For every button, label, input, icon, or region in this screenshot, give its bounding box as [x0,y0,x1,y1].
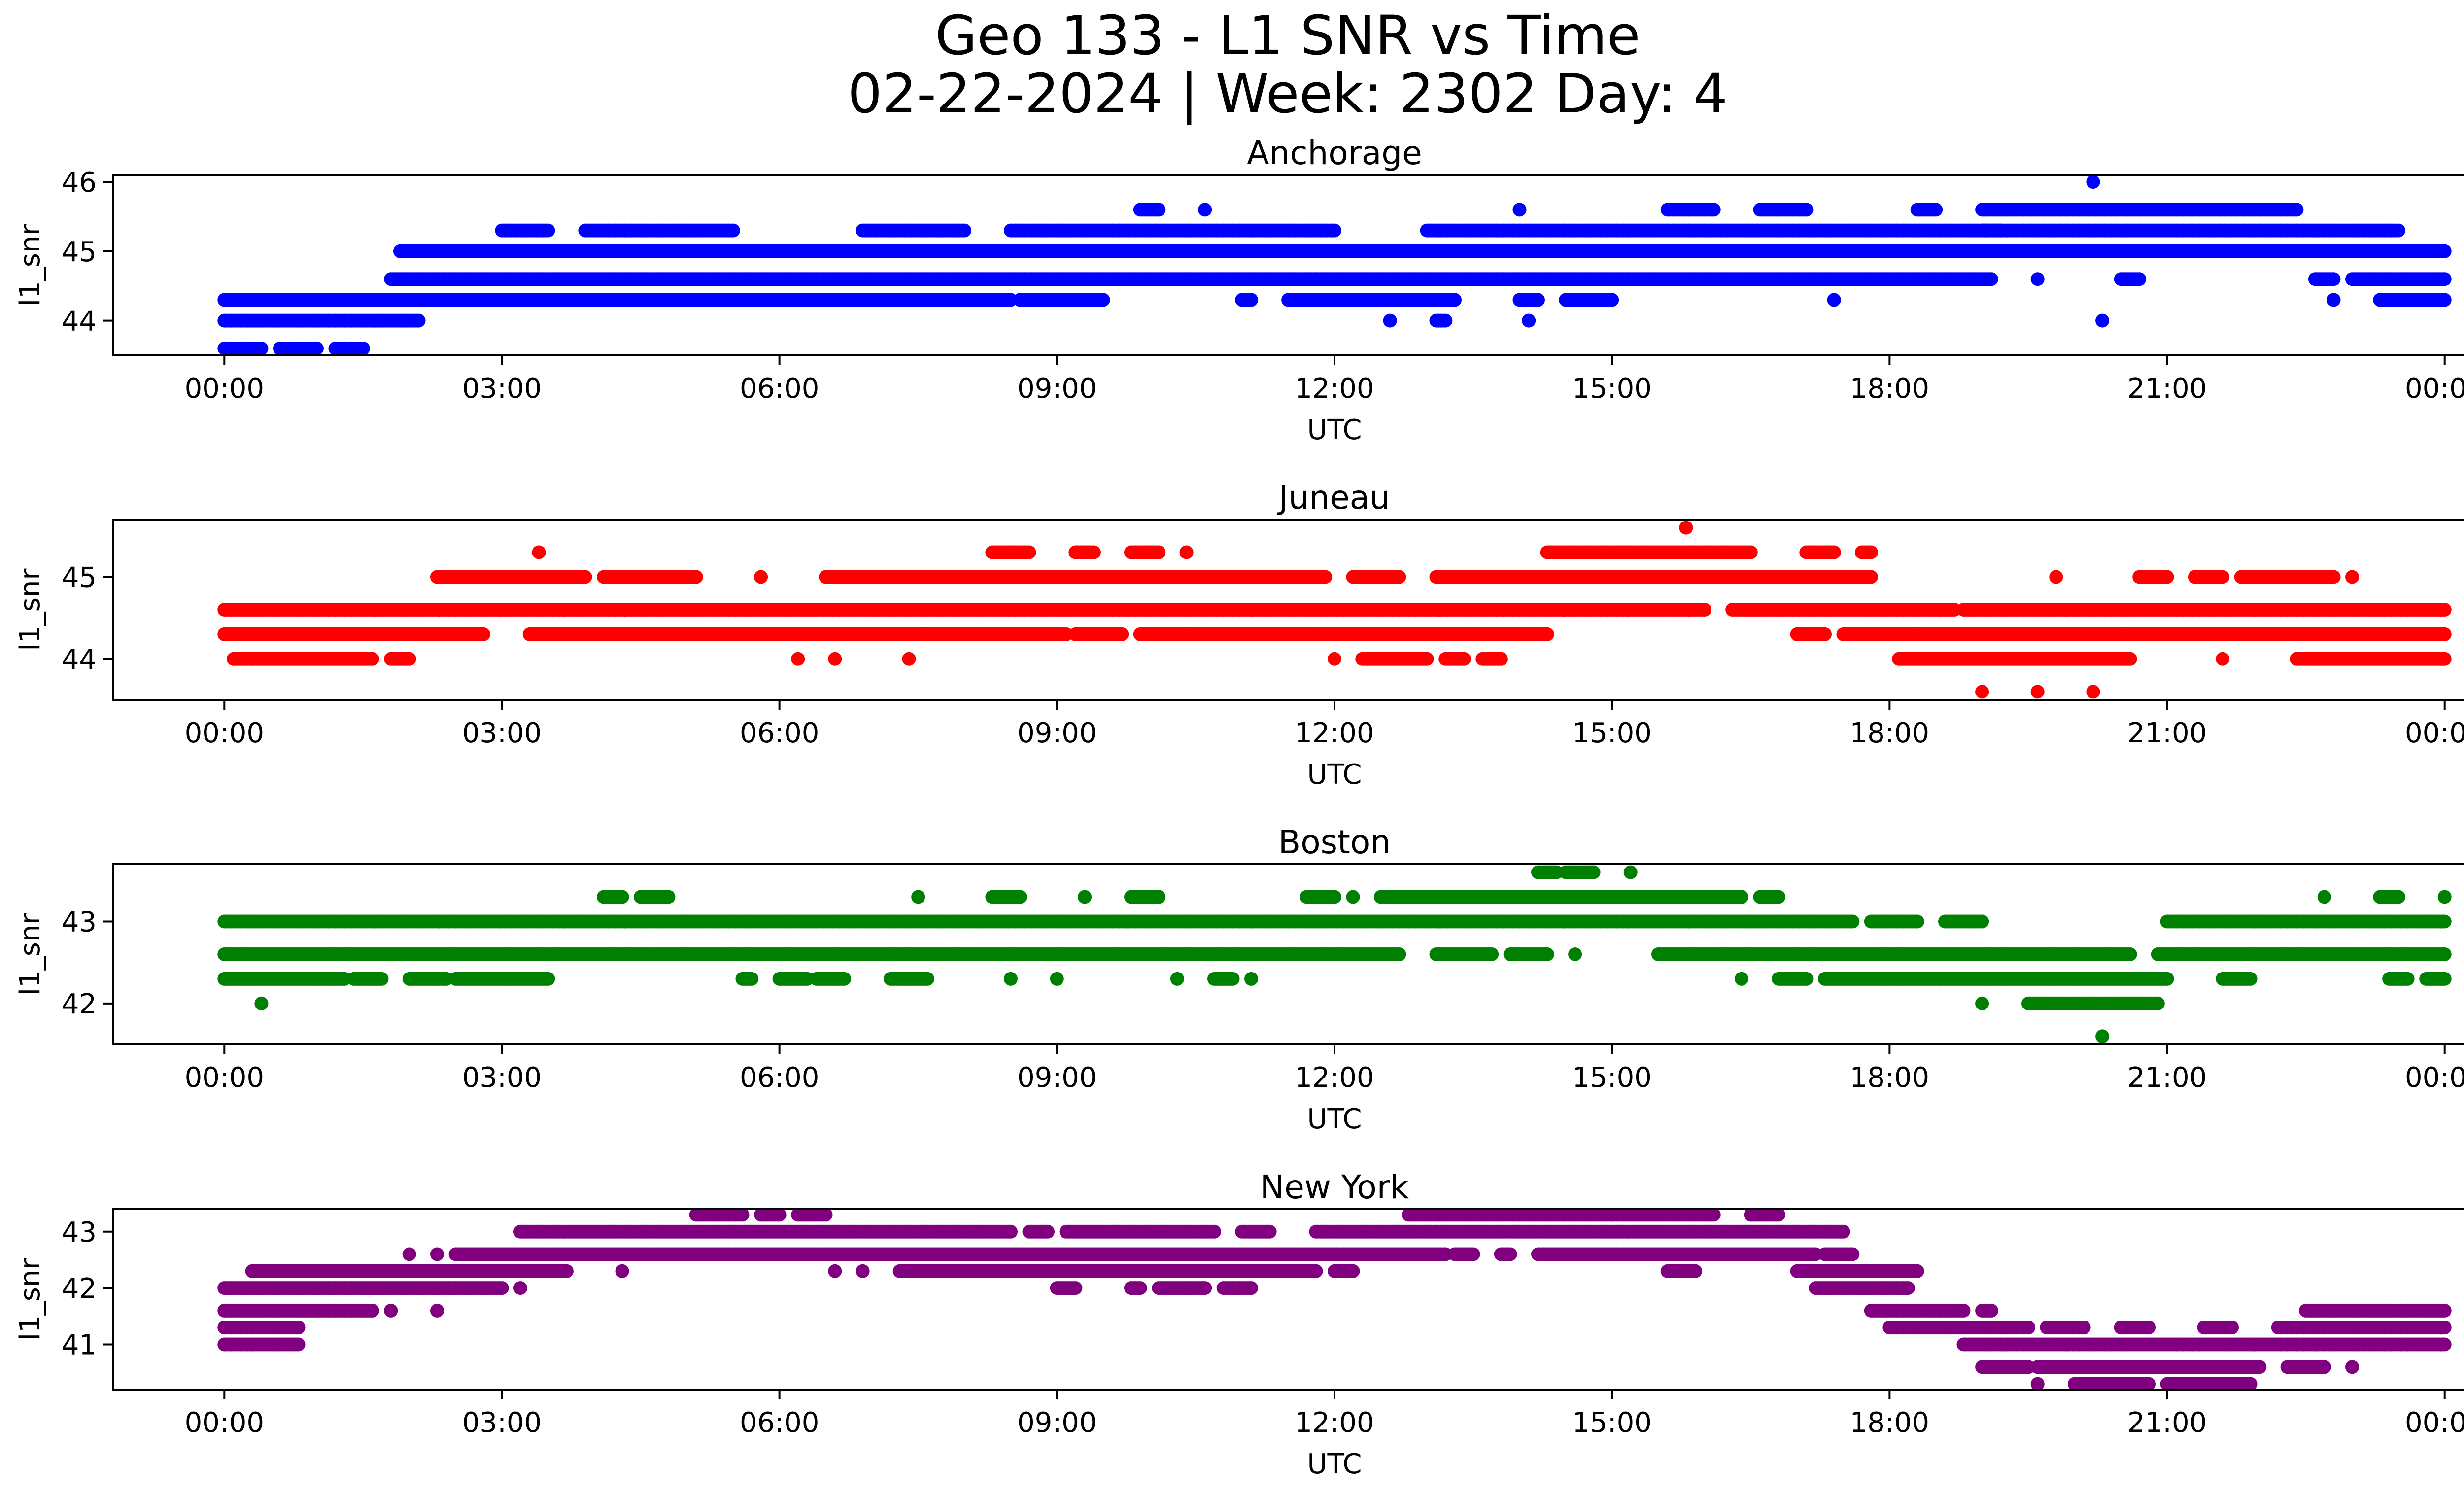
data-point [541,223,555,238]
data-point [476,627,490,641]
data-point [2327,293,2341,307]
data-point [1531,293,1545,307]
data-point [726,223,740,238]
x-tick-label: 03:00 [462,373,542,405]
data-point [1605,293,1619,307]
figure-title-line2: 02-22-2024 | Week: 2302 Day: 4 [848,62,1728,126]
data-point [1096,293,1110,307]
data-point [1115,627,1129,641]
data-point [2086,175,2100,189]
data-point [1540,627,1554,641]
data-point [1420,652,1434,666]
data-point [1799,203,1814,217]
subplot-title: Anchorage [1247,134,1422,172]
data-point [2437,244,2452,258]
data-point [365,652,379,666]
x-tick-label: 00:00 [2405,373,2464,405]
data-point [1198,203,1212,217]
x-axis-label: UTC [1307,414,1362,446]
data-point [902,652,916,666]
x-tick-label: 00:00 [185,373,264,405]
data-point [402,652,416,666]
data-point [1448,293,1462,307]
x-tick-label: 15:00 [1572,373,1651,405]
data-point [1707,203,1721,217]
data-point [1383,313,1397,328]
x-tick-label: 12:00 [1295,373,1374,405]
x-tick-label: 06:00 [740,373,819,405]
data-point [2437,627,2452,641]
subplot-title: Juneau [1277,479,1390,517]
data-point [2030,685,2045,699]
data-point [1697,603,1711,617]
data-point [2437,652,2452,666]
y-tick-label: 46 [62,167,97,199]
subplot-panels: Anchorage l1_snr UTC 00:00 03:00 06:00 09:00 12… [14,134,2464,1480]
data-point [2437,293,2452,307]
x-axis-label: UTC [1307,759,1362,791]
data-point [411,313,426,328]
data-point [1975,685,1989,699]
data-point [1827,293,1841,307]
data-point [1244,293,1258,307]
figure-title-line1: Geo 133 - L1 SNR vs Time [935,4,1640,67]
data-point [2123,652,2137,666]
data-point [2086,685,2100,699]
data-point [1457,652,1471,666]
data-point [1512,203,1527,217]
data-point [2290,203,2304,217]
data-point [1494,652,1508,666]
data-point [1929,203,1943,217]
y-axis-label: l1_snr [14,224,46,307]
data-point [1328,223,1341,238]
data-point [1984,272,1998,286]
data-series [217,521,2452,699]
data-point [254,341,269,355]
data-point [2391,223,2405,238]
data-point [1152,203,1166,217]
data-point [1328,652,1341,666]
data-point [828,652,842,666]
data-point [2437,272,2452,286]
data-point [791,652,805,666]
data-point [356,341,370,355]
data-point [310,341,324,355]
y-tick-label: 44 [62,306,97,338]
y-tick-label: 45 [62,236,97,268]
x-tick-label: 09:00 [1017,373,1096,405]
data-point [2216,652,2230,666]
data-point [1438,313,1453,328]
data-point [2132,272,2147,286]
y-axis-label: l1_snr [14,568,46,651]
data-point [2327,272,2341,286]
subplot-anchorage: Anchorage l1_snr UTC 00:00 03:00 06:00 09:00 12… [14,134,2464,446]
data-point [2030,272,2045,286]
data-series [217,175,2452,355]
data-point [1818,627,1832,641]
data-point [2095,313,2110,328]
data-point [1522,313,1536,328]
x-tick-label: 18:00 [1850,373,1929,405]
x-tick-label: 21:00 [2127,373,2207,405]
data-point [958,223,972,238]
